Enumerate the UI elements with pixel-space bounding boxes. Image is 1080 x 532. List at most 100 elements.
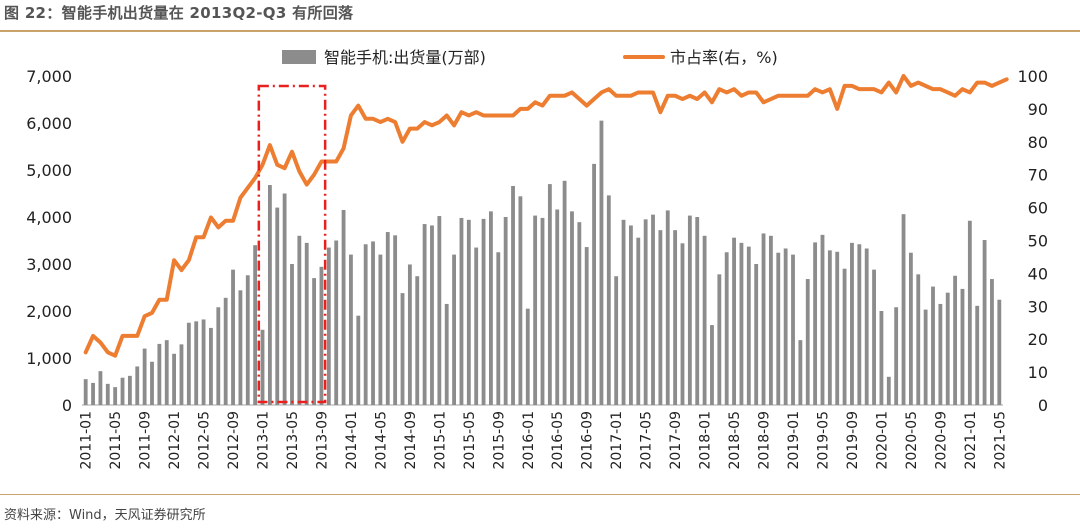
bar: [798, 340, 803, 405]
bar: [275, 207, 280, 405]
y-axis-labels: 0 1,000 2,000 3,000 4,000 5,000 6,000 7,000 0 10 2…: [26, 67, 1048, 415]
bar: [592, 163, 596, 405]
bar: [444, 303, 449, 405]
bar: [120, 377, 125, 405]
bar: [724, 252, 729, 405]
bar: [83, 379, 88, 405]
bar: [150, 361, 154, 405]
y-left-tick-label: 0: [62, 396, 72, 415]
y-right-tick-label: 60: [1028, 199, 1048, 218]
bar: [297, 235, 302, 405]
x-tick-label: 2011-05: [108, 411, 124, 470]
bar: [732, 237, 736, 405]
bar: [673, 230, 678, 405]
x-tick-label: 2013-05: [285, 411, 301, 470]
bar: [511, 185, 515, 405]
bar: [481, 218, 486, 405]
bar: [562, 180, 567, 405]
bar: [577, 222, 582, 405]
bar: [164, 340, 169, 405]
y-right-tick-label: 10: [1028, 363, 1048, 382]
bar: [245, 275, 250, 405]
source-rule: [0, 494, 1080, 495]
bar: [842, 268, 847, 405]
bar: [363, 244, 368, 405]
bar: [385, 232, 390, 405]
bar: [886, 376, 891, 405]
chart-legend: 智能手机:出货量(万部) 市占率(右，%): [282, 48, 778, 67]
x-tick-label: 2013-09: [314, 411, 330, 470]
bar: [813, 242, 818, 405]
bar: [105, 383, 110, 405]
bar: [437, 216, 442, 405]
x-tick-label: 2018-01: [698, 411, 714, 470]
legend-bar-label: 智能手机:出货量(万部): [324, 48, 486, 67]
bar: [422, 224, 427, 405]
y-right-tick-label: 90: [1028, 100, 1048, 119]
bar: [864, 248, 869, 405]
bar: [643, 219, 648, 405]
x-tick-label: 2017-05: [639, 411, 655, 470]
x-tick-label: 2019-09: [845, 411, 861, 470]
bar: [194, 321, 199, 405]
bar: [209, 327, 213, 405]
source-note: 资料来源：Wind，天风证券研究所: [4, 508, 206, 523]
bar: [651, 214, 655, 405]
bar: [665, 210, 670, 405]
bar: [606, 195, 611, 405]
bar: [687, 215, 692, 405]
bar: [901, 214, 906, 405]
bar: [201, 319, 206, 405]
bar: [761, 233, 766, 405]
bar: [312, 278, 317, 405]
bar: [570, 211, 574, 405]
x-tick-label: 2014-01: [344, 411, 360, 470]
x-axis-labels: 2011-01 2011-05 2011-09 2012-01 2012-05 2012-…: [79, 411, 1009, 470]
bar: [827, 250, 832, 405]
bar: [636, 237, 641, 405]
bar: [739, 242, 744, 405]
bar: [459, 217, 464, 405]
bar: [584, 247, 589, 405]
bar: [172, 353, 177, 405]
highlight-box-group: [257, 84, 327, 404]
bar: [908, 252, 913, 405]
y-right-tick-label: 0: [1038, 396, 1048, 415]
bar: [783, 248, 788, 405]
bar: [982, 240, 987, 405]
bar: [894, 307, 899, 405]
bar: [489, 211, 493, 405]
bar: [304, 242, 309, 405]
x-tick-label: 2014-09: [403, 411, 419, 470]
bar: [356, 315, 361, 405]
y-right-tick-label: 20: [1028, 330, 1048, 349]
bar: [599, 120, 604, 406]
x-tick-label: 2018-09: [757, 411, 773, 470]
bar: [768, 235, 773, 405]
x-tick-label: 2012-09: [226, 411, 242, 470]
bar: [157, 343, 162, 405]
bar: [555, 209, 560, 405]
bar: [452, 254, 456, 405]
legend-bar-swatch: [282, 50, 316, 64]
x-tick-label: 2017-01: [609, 411, 625, 470]
y-right-tick-label: 100: [1017, 67, 1048, 86]
bar: [680, 243, 685, 405]
y-right-tick-label: 30: [1028, 297, 1048, 316]
x-tick-label: 2021-01: [963, 411, 979, 470]
x-tick-label: 2020-01: [874, 411, 890, 470]
bar: [400, 293, 405, 405]
x-tick-label: 2016-05: [550, 411, 566, 470]
bar: [695, 217, 700, 405]
bar: [415, 276, 420, 405]
bar: [872, 269, 876, 405]
x-tick-label: 2019-01: [786, 411, 802, 470]
bar: [710, 325, 714, 405]
bar: [754, 264, 759, 405]
x-tick-label: 2012-05: [197, 411, 213, 470]
x-tick-label: 2019-05: [815, 411, 831, 470]
bar: [960, 288, 965, 405]
bar: [260, 329, 265, 405]
y-left-tick-label: 7,000: [26, 67, 72, 86]
bar: [290, 264, 294, 405]
